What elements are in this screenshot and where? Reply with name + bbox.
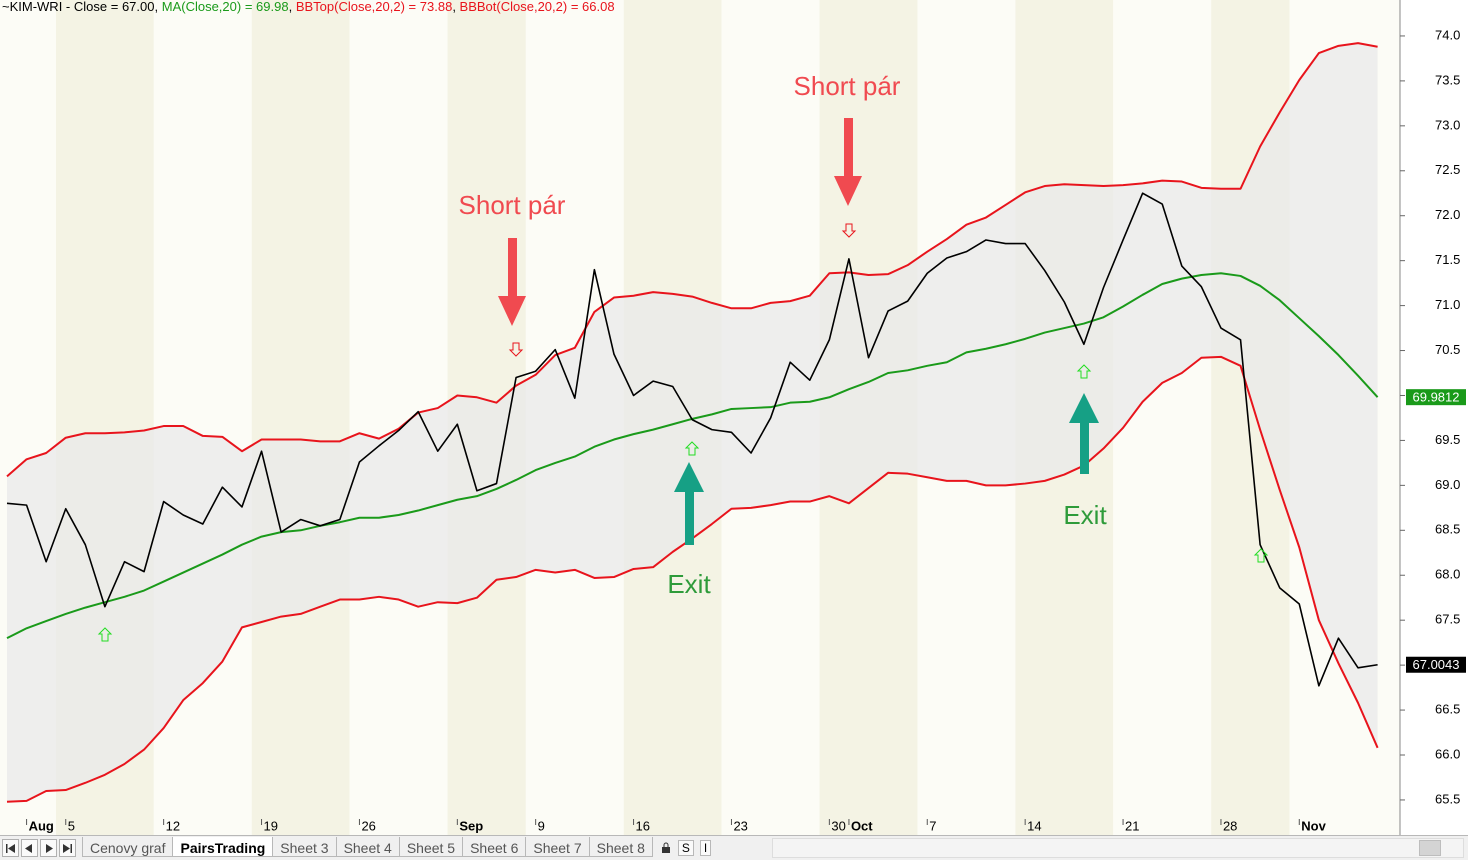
scrollbar[interactable] [772,838,1464,858]
x-tick-label: Aug [29,818,54,833]
sheet-tab-bar: Cenovy graf PairsTrading Sheet 3 Sheet 4 She… [0,835,1468,860]
legend-separator: , [289,0,296,14]
last-value-label: 67.0043 [1413,657,1460,672]
signal-markers [97,223,1269,642]
y-tick-label: 68.5 [1435,522,1460,537]
y-tick-label: 65.5 [1435,791,1460,806]
tabs: Cenovy graf PairsTrading Sheet 3 Sheet 4 She… [82,837,653,859]
legend-value: 66.08 [582,0,615,14]
sell-signal [841,223,857,238]
x-tick-label: 9 [538,818,545,833]
legend: ~KIM-WRI - Close = 67.00, MA(Close,20) =… [2,0,615,14]
first-button[interactable] [2,839,19,857]
axis-area [1400,0,1468,835]
x-tick-label: 16 [636,818,650,833]
x-tick-label: 7 [929,818,936,833]
annotation: Short pár [794,71,901,101]
y-tick-label: 70.5 [1435,342,1460,357]
legend-separator: , [155,0,162,14]
y-tick-label: 72.5 [1435,162,1460,177]
sheet-tab[interactable]: Sheet 8 [588,837,653,857]
y-tick-label: 67.5 [1435,612,1460,627]
legend-separator: = [241,0,256,14]
sell-signal [508,342,524,357]
buy-signal [684,441,700,456]
x-tick-label: 14 [1027,818,1041,833]
legend-value: 73.88 [420,0,453,14]
legend-name: BBBot(Close,20,2) [460,0,568,14]
y-tick-label: 73.5 [1435,72,1460,87]
y-tick-label: 69.0 [1435,477,1460,492]
last-value-label: 69.9812 [1413,390,1460,405]
x-tick-label: Sep [459,818,483,833]
legend-separator: = [107,0,122,14]
buy-signal [97,627,113,642]
annotation-arrow [1069,393,1099,474]
scroll-thumb[interactable] [1419,840,1441,856]
y-tick-label: 69.5 [1435,432,1460,447]
band-fill [7,43,1378,802]
toolbar-button[interactable]: S [677,840,694,856]
legend-separator: - [62,0,74,14]
legend-value: 69.98 [256,0,289,14]
legend-name: MA(Close,20) [162,0,241,14]
legend-value: 67.00 [122,0,155,14]
last-value-box [1406,389,1466,406]
legend-separator: , [452,0,459,14]
annotation-arrow [674,462,704,545]
annotation: Short pár [459,190,566,220]
x-tick-label: 19 [264,818,278,833]
sheet-tab[interactable]: PairsTrading [172,837,274,857]
legend-name: Close [74,0,107,14]
y-tick-label: 71.0 [1435,297,1460,312]
y-tick-label: 73.0 [1435,117,1460,132]
series-line [6,192,1378,687]
x-tick-label: 5 [68,818,75,833]
x-tick-label: 30 [831,818,845,833]
sheet-tab[interactable]: Sheet 5 [398,837,464,857]
y-tick-label: 66.0 [1435,746,1460,761]
annotation: Exit [1063,500,1107,530]
series-line [6,42,1378,478]
x-tick-label: Nov [1301,818,1326,833]
x-tick-label: 26 [361,818,375,833]
y-tick-label: 74.0 [1435,27,1460,42]
buy-signal [1076,364,1092,379]
x-tick-label: Oct [851,818,873,833]
legend-separator: = [567,0,582,14]
x-tick-label: 12 [166,818,180,833]
annotations: Short pár Short pár Exit Exit [459,71,1108,599]
sheet-tab[interactable]: Sheet 4 [335,837,400,857]
plot-area [6,0,1405,835]
last-button[interactable] [59,839,76,857]
sheet-tab[interactable]: Sheet 7 [525,837,590,857]
buy-signal [1253,548,1269,563]
sheet-tab[interactable]: Sheet 6 [462,837,527,857]
sheet-tab[interactable]: Sheet 3 [272,837,337,857]
next-button[interactable] [40,839,57,857]
x-tick-label: 28 [1223,818,1237,833]
sheet-tab[interactable]: Cenovy graf [82,837,174,857]
x-tick-label: 23 [733,818,747,833]
week-band [251,0,350,835]
annotation-arrow [498,238,526,326]
y-tick-label: 68.0 [1435,567,1460,582]
last-value-box [1406,656,1466,673]
y-tick-label: 71.5 [1435,252,1460,267]
prev-button[interactable] [21,839,38,857]
y-tick-label: 72.0 [1435,207,1460,222]
toolbar-button[interactable]: I [699,840,712,856]
y-tick-label: 66.5 [1435,702,1460,717]
legend-title: ~KIM-WRI [2,0,62,14]
annotation-arrow [834,118,862,206]
lock-icon[interactable] [660,842,672,854]
legend-name: BBTop(Close,20,2) [296,0,405,14]
annotation: Exit [667,569,711,599]
legend-separator: = [405,0,420,14]
x-tick-label: 21 [1125,818,1139,833]
chart: Short pár Short pár Exit Exit ~KIM-WRI -… [0,0,1468,835]
